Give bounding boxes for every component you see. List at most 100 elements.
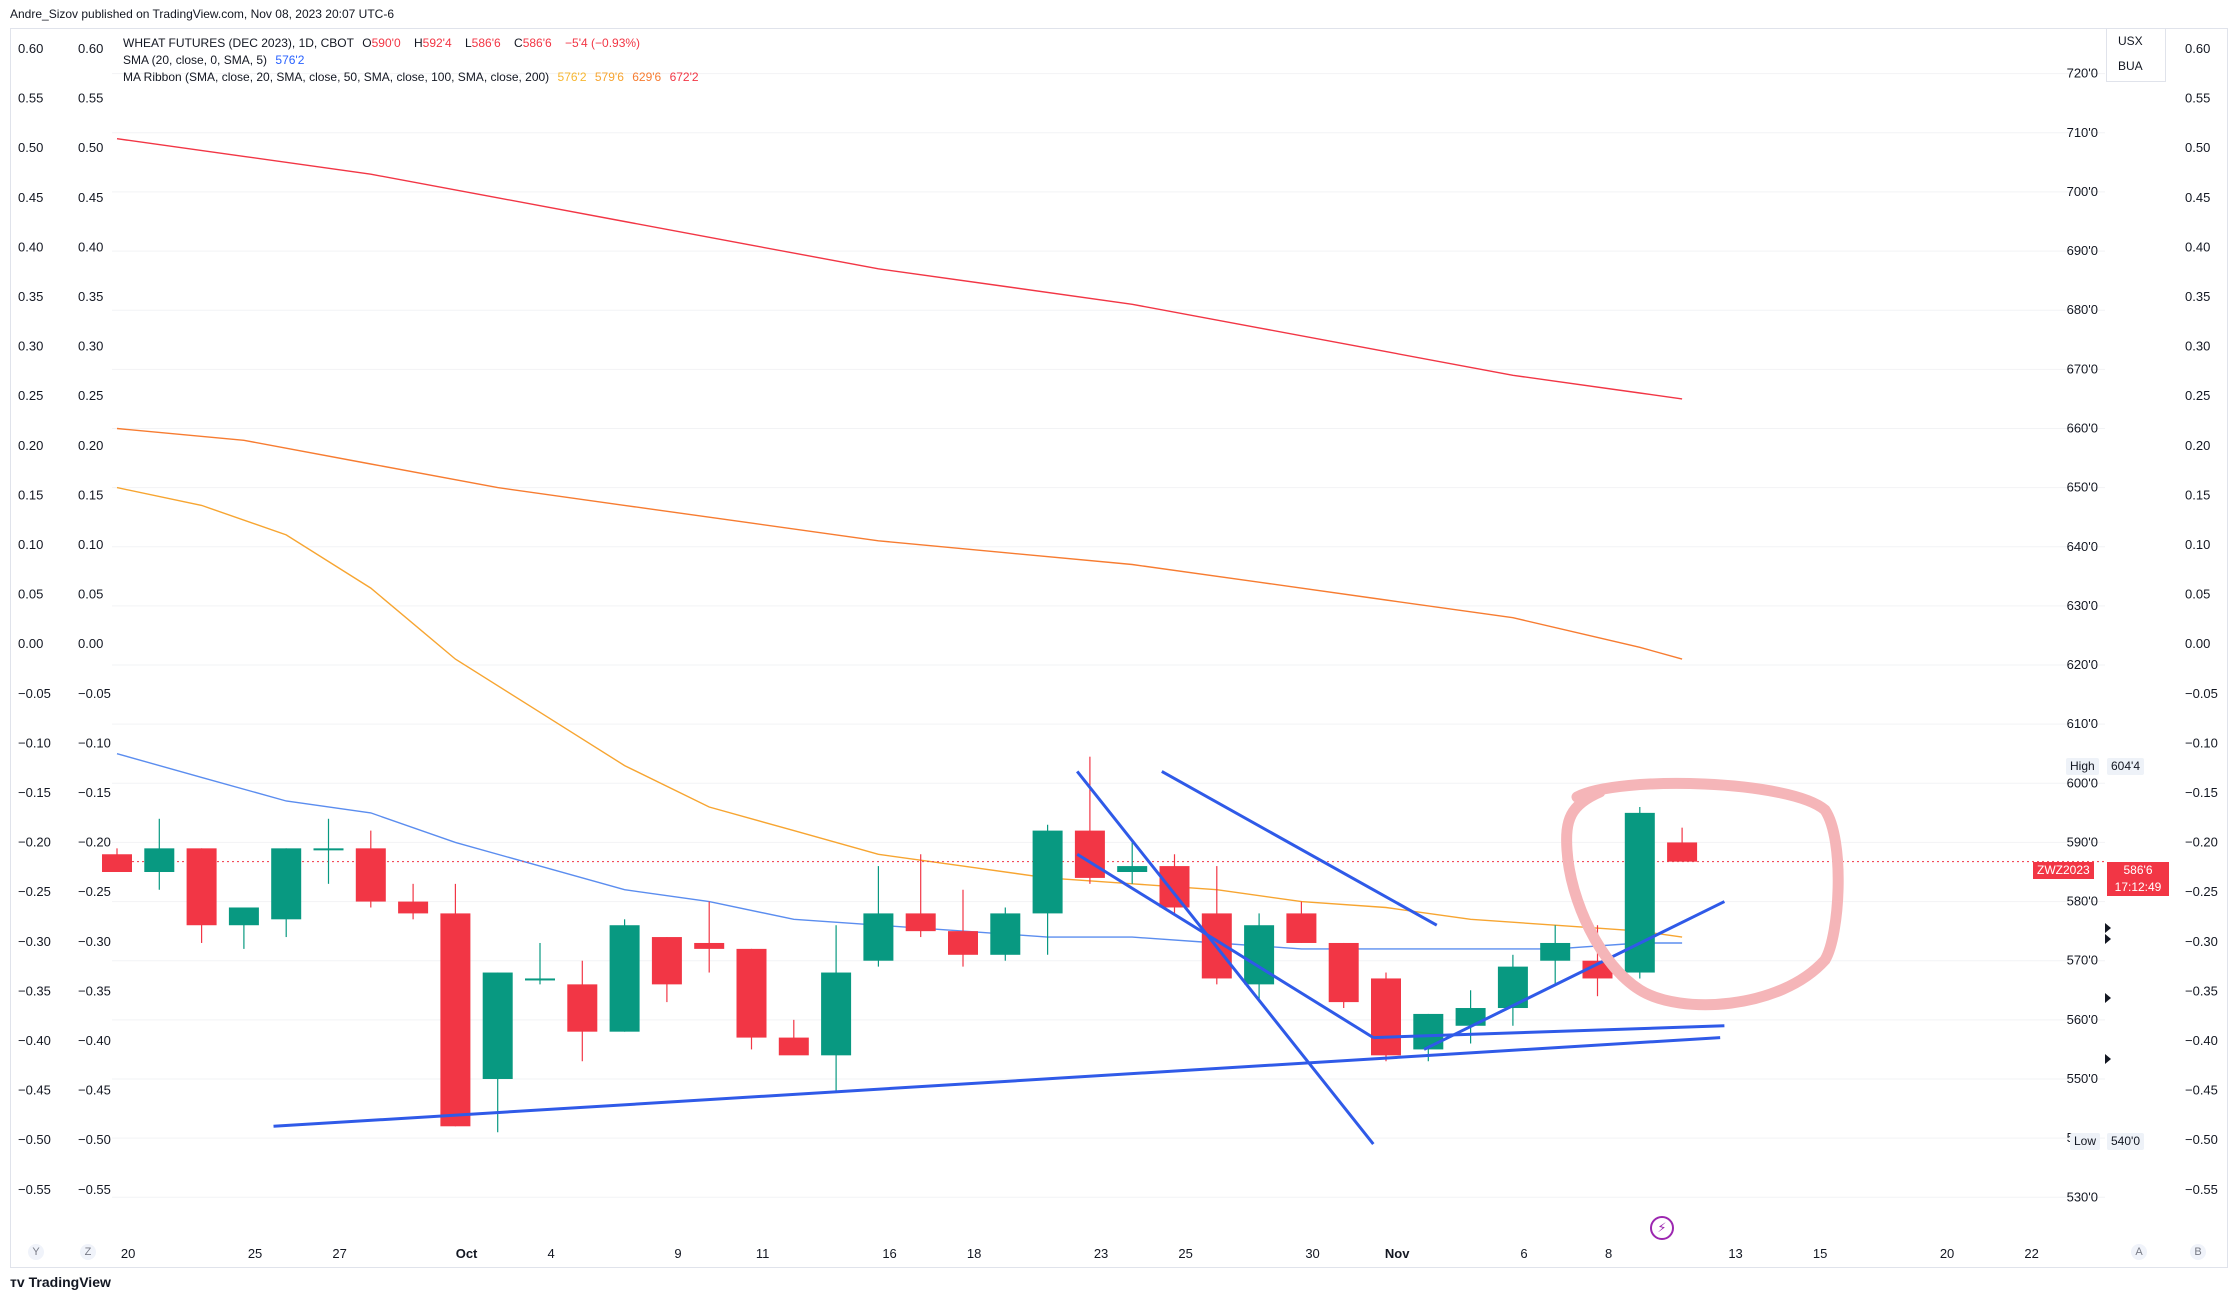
legend-o-label: O [362,36,372,50]
candle-up [525,978,555,981]
candle-down [905,913,936,932]
currency-bua[interactable]: BUA [2118,59,2143,73]
left-axis-tick-2: 0.50 [78,140,103,155]
price-axis-tick: 550'0 [2067,1071,2098,1086]
left-axis-tick: −0.55 [18,1182,51,1197]
left-axis-tick: 0.20 [18,438,43,453]
x-axis-tick: 9 [674,1246,681,1261]
left-axis-tick: 0.35 [18,289,43,304]
left-axis-tick: 0.10 [18,537,43,552]
right-axis-tick: −0.05 [2185,686,2218,701]
price-axis-tick: 720'0 [2067,66,2098,81]
candle-down [102,854,132,873]
left-axis-tick: 0.60 [18,41,43,56]
price-tag-countdown: 17:12:49 [2114,880,2162,894]
legend-ribbon-200: 672'2 [669,70,699,84]
price-axis-tick: 630'0 [2067,598,2098,613]
candle-down [1667,842,1698,862]
left-axis-tick-2: 0.35 [78,289,103,304]
legend-h-label: H [413,36,423,50]
high-label: High [2066,758,2099,775]
right-axis-tick: 0.60 [2185,41,2210,56]
right-axis-tick: −0.35 [2185,983,2218,998]
left-axis-tick-2: −0.20 [78,835,111,850]
corner-y-button[interactable]: Y [28,1244,44,1260]
left-axis-tick-2: −0.40 [78,1033,111,1048]
left-axis-tick: 0.45 [18,190,43,205]
axis-marker-icon [2105,934,2111,944]
currency-unit-box[interactable]: USX BUA [2106,28,2166,82]
right-axis-tick: 0.45 [2185,190,2210,205]
price-axis-tick: 670'0 [2067,361,2098,376]
left-axis-tick: −0.25 [18,884,51,899]
left-axis-tick: −0.40 [18,1033,51,1048]
x-axis-tick: Oct [456,1246,478,1261]
corner-b-button[interactable]: B [2190,1244,2206,1260]
price-axis-tick: 660'0 [2067,420,2098,435]
candle-up [482,972,513,1079]
left-axis-tick: 0.00 [18,636,43,651]
left-axis-tick: 0.40 [18,239,43,254]
legend-sma-label: SMA (20, close, 0, SMA, 5) [123,53,268,67]
left-axis-tick-2: −0.45 [78,1083,111,1098]
right-axis-tick: 0.30 [2185,339,2210,354]
legend-sma[interactable]: SMA (20, close, 0, SMA, 5) 576'2 [123,53,309,67]
symbol-tag: ZWZ2023 [2033,862,2094,879]
candle-up [1540,942,1571,961]
right-axis-tick: 0.55 [2185,91,2210,106]
candle-down [186,848,217,926]
left-axis-tick: 0.25 [18,388,43,403]
lightning-icon[interactable]: ⚡ [1650,1216,1674,1240]
axis-marker-icon [2105,923,2111,933]
candle-down [694,942,725,949]
tradingview-logo[interactable]: ᴛᴠ TradingView [10,1274,111,1290]
candle-down [778,1037,809,1056]
ma200-line [116,138,1683,400]
publisher-line: Andre_Sizov published on TradingView.com… [10,7,395,21]
left-axis-tick: −0.10 [18,735,51,750]
left-axis-tick-2: 0.10 [78,537,103,552]
candle-up [313,848,344,851]
right-axis-tick: −0.30 [2185,934,2218,949]
x-axis-tick: 20 [1940,1246,1954,1261]
left-axis-tick: −0.20 [18,835,51,850]
tv-logo-icon: ᴛᴠ [10,1274,25,1290]
candle-down [1286,913,1317,943]
left-axis-tick-2: −0.55 [78,1182,111,1197]
legend-ribbon-label: MA Ribbon (SMA, close, 20, SMA, close, 5… [123,70,550,84]
left-axis-tick: −0.50 [18,1132,51,1147]
price-axis-tick: 560'0 [2067,1012,2098,1027]
legend-c-label: C [514,36,523,50]
left-axis-tick: 0.30 [18,339,43,354]
candle-up [1413,1013,1444,1050]
x-axis-tick: 4 [548,1246,555,1261]
x-axis-tick: 30 [1305,1246,1319,1261]
right-axis-tick: 0.10 [2185,537,2210,552]
corner-z-button[interactable]: Z [80,1244,96,1260]
auto-scale-button[interactable]: A [2131,1244,2147,1260]
candle-up [1455,1008,1486,1026]
right-axis-tick: 0.35 [2185,289,2210,304]
legend-ribbon-50: 579'6 [594,70,624,84]
chart-panel[interactable] [10,28,2228,1268]
legend-ribbon[interactable]: MA Ribbon (SMA, close, 20, SMA, close, 5… [123,70,704,84]
candle-up [1117,866,1148,873]
currency-usx[interactable]: USX [2118,34,2143,48]
right-axis-tick: 0.15 [2185,487,2210,502]
price-axis-tick: 650'0 [2067,480,2098,495]
left-axis-tick-2: 0.55 [78,91,103,106]
legend-main[interactable]: WHEAT FUTURES (DEC 2023), 1D, CBOT O590'… [123,36,645,50]
left-axis-tick: −0.35 [18,983,51,998]
candle-up [271,848,302,920]
left-axis-tick: −0.05 [18,686,51,701]
x-axis-tick: 11 [756,1246,770,1261]
left-axis-tick-2: −0.35 [78,983,111,998]
left-axis-tick-2: −0.30 [78,934,111,949]
x-axis-tick: 23 [1094,1246,1108,1261]
candle-up [1244,925,1275,985]
candle-up [228,907,259,926]
left-axis-tick-2: 0.30 [78,339,103,354]
right-axis-tick: 0.05 [2185,587,2210,602]
right-axis-tick: 0.50 [2185,140,2210,155]
